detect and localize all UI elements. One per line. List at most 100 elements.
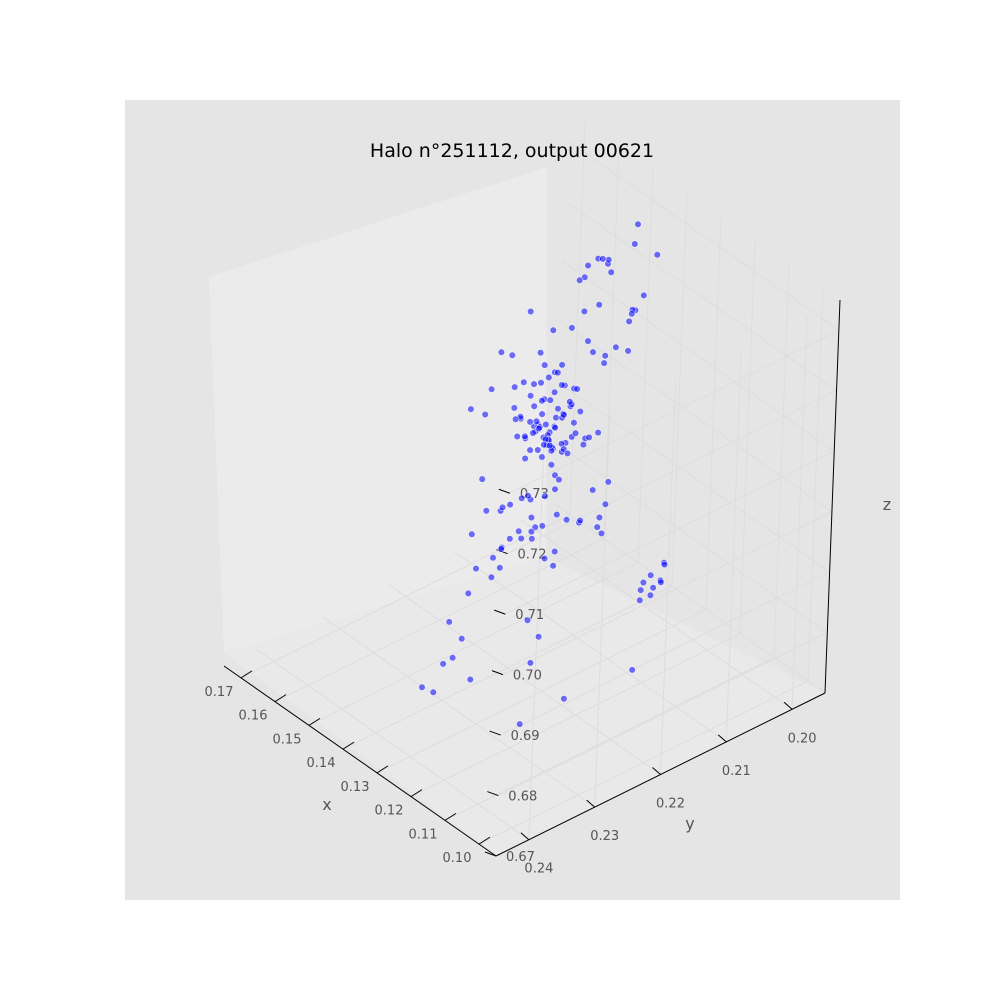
x-axis-line (223, 665, 497, 857)
x-tick-label: 0.16 (239, 709, 268, 724)
scatter-point (549, 562, 557, 570)
scatter-point (439, 660, 447, 668)
z-tick (491, 670, 504, 676)
scatter-point (511, 415, 520, 423)
scatter-point (547, 461, 556, 469)
scatter-point (640, 291, 648, 300)
x-tick (478, 836, 491, 845)
scatter-point (511, 383, 519, 391)
scatter-point (639, 578, 648, 587)
scatter-point (601, 500, 610, 508)
scatter-point (600, 359, 608, 367)
scatter-point (496, 564, 504, 572)
scatter-point (593, 523, 601, 531)
scatter-point (468, 530, 476, 538)
y-tick-label: 0.21 (722, 764, 751, 779)
scatter-point (508, 351, 516, 359)
scatter-point (541, 492, 549, 500)
x-tick-label: 0.11 (409, 827, 438, 842)
scatter-point (526, 418, 534, 426)
y-tick-label: 0.20 (788, 731, 817, 746)
scatter-point (594, 429, 602, 437)
scatter-point (551, 547, 559, 556)
x-tick-label: 0.12 (375, 804, 404, 819)
z-tick-label: 0.69 (511, 729, 540, 744)
y-tick (783, 701, 793, 710)
scatter-point (628, 310, 636, 318)
scatter-point (604, 478, 612, 486)
scatter-point (649, 584, 657, 592)
z-tick-label: 0.70 (513, 669, 542, 684)
z-tick (498, 488, 511, 494)
y-tick-label: 0.24 (524, 862, 553, 877)
scatter-point (538, 522, 546, 530)
scatter-point (429, 688, 437, 696)
scatter-point (653, 251, 661, 259)
y-tick-label: 0.22 (656, 797, 685, 812)
scatter-point (595, 301, 603, 309)
scatter-point (546, 396, 554, 404)
scatter-point (634, 220, 642, 228)
scatter-point (536, 349, 545, 357)
scatter-point (597, 529, 606, 538)
y-tick (652, 767, 661, 775)
y-tick (717, 734, 727, 743)
z-tick-label: 0.72 (518, 548, 547, 563)
scatter-point (646, 591, 655, 599)
scatter-point (545, 373, 553, 382)
scatter-point (526, 659, 535, 667)
x-tick (240, 670, 253, 679)
x-axis-label: x (322, 795, 331, 814)
scatter-point (576, 407, 584, 416)
x-tick (410, 789, 423, 798)
y-axis-label: y (685, 814, 694, 833)
scatter-point (516, 720, 524, 728)
scatter-point (625, 317, 633, 326)
z-tick (489, 730, 501, 736)
scatter-point (553, 510, 561, 519)
scatter-point (647, 571, 655, 579)
axis-ticks: 0.10 0.11 0.12 0.13 0.14 0.15 0.16 0.17 0.20 0.21… (205, 487, 817, 876)
z-tick (484, 851, 497, 857)
scatter-point (607, 268, 615, 276)
scatter-point (549, 326, 557, 334)
scatter-point (576, 276, 584, 284)
scatter-point (554, 405, 562, 413)
scatter-point (538, 410, 546, 418)
scatter-point (478, 475, 486, 483)
y-tick-label: 0.23 (590, 829, 619, 844)
scatter-point (497, 348, 506, 356)
scatter-point (584, 337, 592, 345)
scatter-point (542, 420, 550, 429)
grid-lines (240, 121, 840, 857)
scatter-point (458, 635, 466, 643)
scatter-point (568, 324, 576, 332)
scatter-point (538, 397, 546, 405)
scatter-point (636, 596, 644, 604)
scatter-point (467, 405, 475, 413)
scatter-point (499, 503, 507, 512)
z-tick-label: 0.71 (515, 608, 544, 623)
scatter-point (528, 535, 536, 543)
floor-pane (224, 557, 825, 855)
scatter-point (660, 560, 669, 569)
scatter-point (506, 535, 514, 543)
scatter-point (552, 414, 560, 422)
scatter-point (563, 449, 572, 458)
scatter-point (497, 545, 505, 553)
scatter-point (529, 429, 537, 437)
scatter-point (515, 527, 523, 535)
scatter-point (464, 589, 472, 598)
scatter-point (637, 586, 645, 594)
y-tick (520, 832, 530, 841)
scatter-point (510, 404, 518, 412)
x-tick-label: 0.10 (443, 851, 472, 866)
scatter-point (570, 419, 578, 427)
scatter-point (481, 410, 489, 419)
scatter-point (466, 675, 474, 684)
scatter-point (527, 513, 536, 522)
scatter-point (585, 433, 593, 442)
scatter-point (551, 424, 559, 432)
z-tick-label: 0.67 (506, 850, 535, 865)
scatter-point (526, 446, 534, 454)
